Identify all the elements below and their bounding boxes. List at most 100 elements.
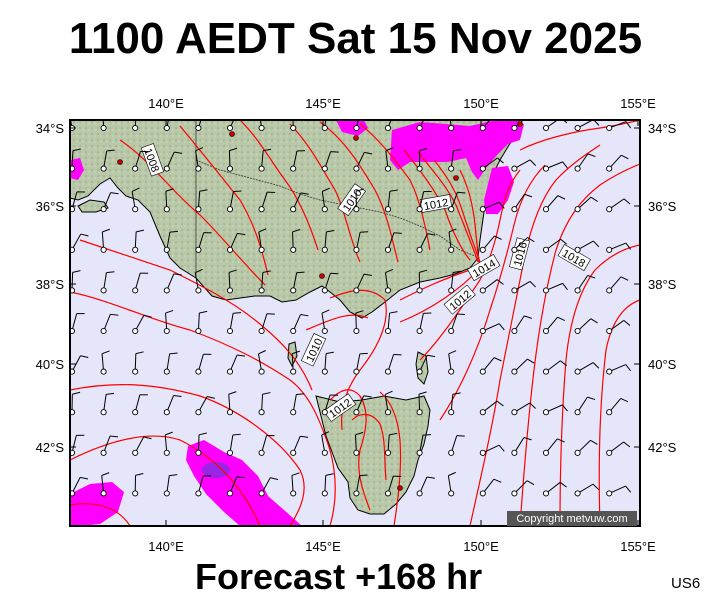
wind-barb-station — [574, 368, 581, 375]
map-title: 1100 AEDT Sat 15 Nov 2025 — [68, 14, 643, 63]
wind-barb-station — [100, 368, 107, 375]
wind-barb-station — [542, 287, 550, 294]
wind-barb-station — [353, 490, 360, 497]
wind-barb-feather — [198, 432, 207, 436]
wind-barb-feather — [418, 391, 427, 395]
wind-barb-station — [163, 327, 170, 335]
wind-barb-station — [479, 287, 486, 294]
wind-barb-station — [511, 449, 518, 456]
wind-barb-station — [258, 246, 265, 253]
wind-barb-feather — [80, 233, 89, 237]
wind-barb-station — [448, 206, 455, 213]
wind-barb-feather — [300, 314, 309, 317]
wind-barb-feather — [496, 279, 504, 285]
wind-barb-feather — [389, 311, 398, 314]
wind-barb-station — [479, 409, 486, 416]
wind-barb-feather — [426, 476, 435, 479]
rain-area-southwest — [70, 482, 124, 526]
wind-barb-station — [511, 327, 518, 335]
wind-barb-feather — [330, 151, 339, 153]
wind-barb-station — [542, 409, 550, 416]
wind-barb-feather — [262, 270, 271, 273]
wind-barb-feather — [557, 195, 566, 200]
wind-barb-station — [70, 490, 76, 497]
wind-barb-station — [353, 246, 360, 253]
wind-barb-feather — [620, 397, 629, 403]
lat-label-left: 34°S — [36, 121, 65, 136]
wind-barb-feather — [195, 268, 203, 274]
lat-label-right: 38°S — [648, 277, 677, 292]
wind-barb-feather — [526, 480, 535, 486]
wind-barb-station — [606, 124, 613, 132]
lon-label-bottom: 150°E — [463, 539, 499, 554]
wind-barb-station — [70, 287, 76, 294]
wind-barb-feather — [296, 393, 305, 395]
wind-barb-station — [479, 368, 486, 375]
wind-barb-feather — [494, 235, 502, 240]
wind-barb-station — [416, 287, 423, 294]
wind-barb-station — [574, 327, 581, 335]
wind-barb-station — [226, 287, 234, 294]
wind-barb-station — [132, 287, 139, 294]
wind-barb-feather — [110, 192, 119, 195]
wind-barb-station — [384, 327, 392, 335]
wind-barb-station — [195, 327, 202, 335]
lat-label-left: 36°S — [36, 199, 65, 214]
wind-barb-feather — [559, 481, 567, 488]
lat-label-right: 36°S — [648, 199, 677, 214]
wind-barb-feather — [625, 485, 632, 493]
wind-barb-station — [195, 449, 202, 456]
wind-barb-station — [606, 327, 613, 335]
wind-barb-feather — [363, 395, 372, 398]
wind-barb-station — [511, 246, 518, 253]
wind-barb-feather — [448, 350, 457, 355]
wind-barb-feather — [69, 107, 76, 110]
wind-barb-station — [321, 287, 328, 294]
wind-barb-feather — [236, 354, 246, 357]
wind-barb-feather — [228, 391, 237, 395]
wind-barb-feather — [263, 148, 272, 152]
wind-barb-feather — [232, 433, 241, 436]
wind-barb-station — [195, 246, 202, 253]
wind-barb-feather — [592, 240, 600, 248]
wind-barb-station — [574, 124, 581, 132]
wind-barb-feather — [135, 351, 144, 355]
wind-barb-station — [258, 490, 265, 497]
map-frame — [69, 119, 641, 527]
wind-barb-station — [353, 327, 360, 335]
wind-barb-station — [258, 165, 265, 172]
wind-barb-station — [479, 124, 486, 132]
wind-barb-station — [290, 327, 297, 335]
wind-barb-feather — [562, 283, 568, 290]
wind-barb-feather — [587, 275, 596, 279]
wind-barb-station — [511, 368, 518, 375]
wind-barb-feather — [165, 309, 174, 314]
wind-barb-station — [384, 490, 392, 497]
wind-barb-station — [195, 206, 202, 213]
lon-label-bottom: 145°E — [305, 539, 341, 554]
wind-barb-feather — [560, 238, 568, 245]
wind-barb-station — [606, 165, 613, 172]
wind-barb-feather — [143, 314, 152, 318]
wind-barb-station — [132, 206, 139, 213]
wind-barb-feather — [389, 432, 398, 436]
wind-barb-station — [384, 449, 392, 456]
wind-barb-station — [226, 490, 234, 497]
wind-barb-station — [448, 165, 455, 172]
copyright-text: Copyright metvuw.com — [516, 513, 627, 525]
wind-barb-feather — [106, 392, 115, 395]
wind-barb-feather — [291, 472, 300, 476]
wind-barb-station — [384, 165, 392, 172]
lat-label-right: 42°S — [648, 440, 677, 455]
wind-barb-feather — [587, 396, 596, 401]
wind-barb-station — [542, 368, 550, 375]
wind-barb-feather — [258, 228, 267, 233]
lat-label-left: 38°S — [36, 277, 65, 292]
wind-barb-feather — [103, 108, 111, 110]
wind-barb-feather — [101, 350, 110, 355]
wind-barb-feather — [529, 159, 537, 166]
rain-area-west-edge — [70, 158, 84, 180]
wind-barb-feather — [498, 323, 505, 331]
wind-barb-feather — [174, 151, 183, 154]
wind-barb-station — [606, 287, 613, 294]
